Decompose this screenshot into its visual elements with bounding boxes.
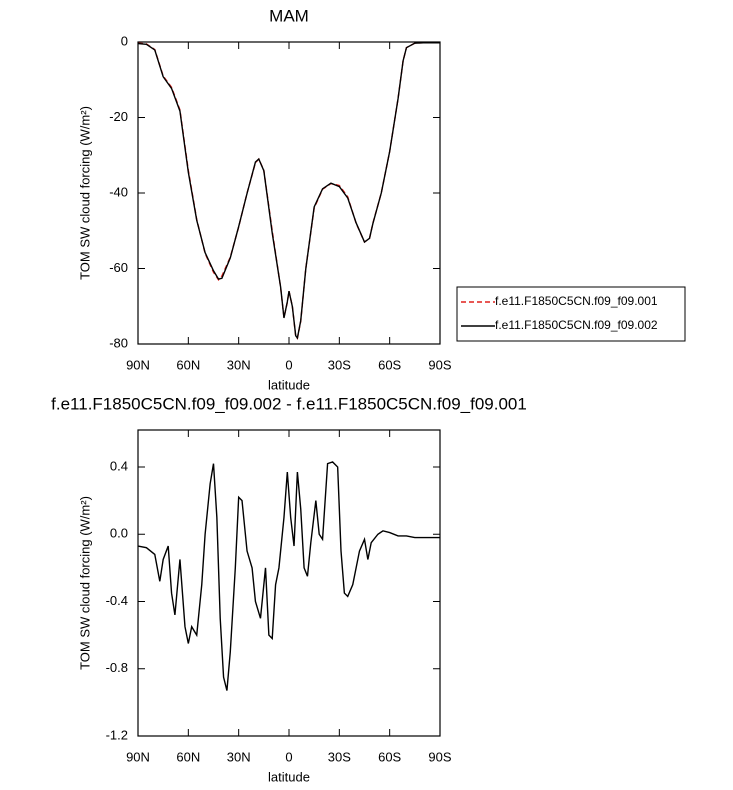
x-tick-label: 60S bbox=[378, 357, 401, 372]
data-line bbox=[137, 42, 440, 340]
y-tick-label: 0.4 bbox=[110, 458, 128, 473]
x-tick-label: 60N bbox=[176, 749, 200, 764]
y-tick-label: -60 bbox=[109, 260, 128, 275]
chart-title: MAM bbox=[269, 6, 309, 25]
legend-label: f.e11.F1850C5CN.f09_f09.001 bbox=[495, 294, 658, 308]
plot-frame bbox=[137, 41, 441, 345]
legend-label: f.e11.F1850C5CN.f09_f09.002 bbox=[495, 318, 658, 332]
y-axis-label: TOM SW cloud forcing (W/m²) bbox=[77, 106, 92, 280]
y-tick-label: 0.0 bbox=[110, 526, 128, 541]
y-tick-label: -40 bbox=[109, 184, 128, 199]
x-tick-label: 30S bbox=[328, 749, 351, 764]
y-tick-label: -80 bbox=[109, 335, 128, 350]
y-tick-label: -0.4 bbox=[106, 593, 128, 608]
x-tick-label: 90N bbox=[126, 357, 150, 372]
x-tick-label: 90S bbox=[428, 749, 451, 764]
x-tick-label: 60S bbox=[378, 749, 401, 764]
plot-frame bbox=[137, 429, 441, 737]
y-axis-label: TOM SW cloud forcing (W/m²) bbox=[77, 496, 92, 670]
x-tick-label: 30N bbox=[227, 357, 251, 372]
x-tick-label: 0 bbox=[285, 749, 292, 764]
x-axis-label: latitude bbox=[268, 377, 310, 392]
legend-box bbox=[456, 286, 686, 342]
x-tick-label: 90N bbox=[126, 749, 150, 764]
x-tick-label: 30N bbox=[227, 749, 251, 764]
x-tick-label: 90S bbox=[428, 357, 451, 372]
chart-title: f.e11.F1850C5CN.f09_f09.002 - f.e11.F185… bbox=[51, 394, 527, 413]
x-tick-label: 60N bbox=[176, 357, 200, 372]
y-tick-label: -1.2 bbox=[106, 727, 128, 742]
x-tick-label: 30S bbox=[328, 357, 351, 372]
y-tick-label: -0.8 bbox=[106, 660, 128, 675]
x-tick-label: 0 bbox=[285, 357, 292, 372]
y-tick-label: -20 bbox=[109, 109, 128, 124]
data-line bbox=[137, 461, 440, 691]
y-tick-label: 0 bbox=[121, 33, 128, 48]
x-axis-label: latitude bbox=[268, 769, 310, 784]
